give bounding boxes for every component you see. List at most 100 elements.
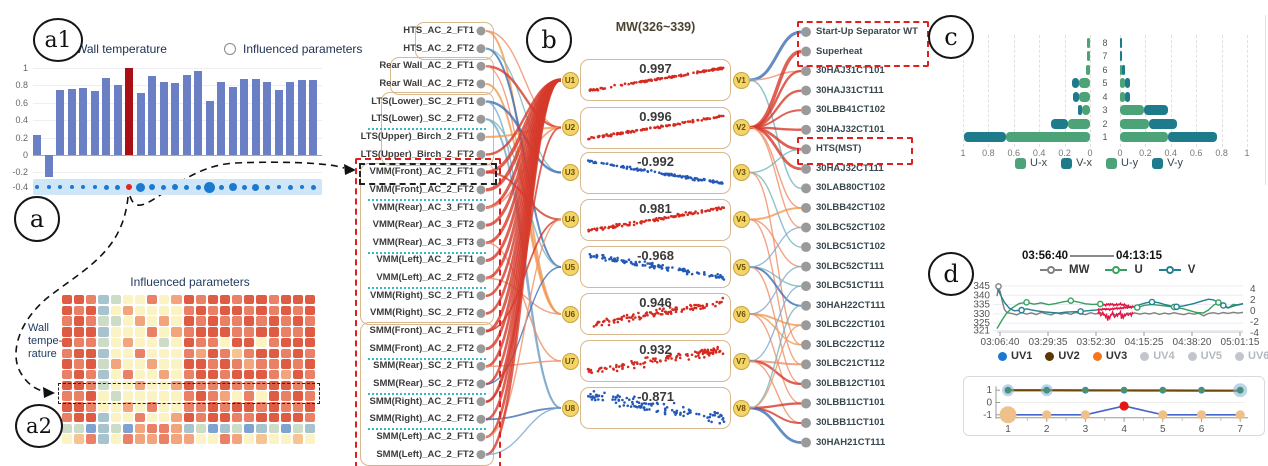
heatmap-cell[interactable] — [183, 348, 194, 358]
heatmap-cell[interactable] — [86, 370, 97, 380]
sensor-list-item[interactable]: VMM(Right)_SC_2_FT1 — [370, 289, 474, 301]
parameter-node[interactable] — [801, 281, 811, 292]
heatmap-cell[interactable] — [232, 370, 243, 380]
heatmap-cell[interactable] — [280, 412, 291, 423]
bar-u-y[interactable] — [1120, 118, 1150, 129]
heatmap-cell[interactable] — [183, 359, 194, 369]
flow-link-left[interactable] — [485, 218, 562, 438]
heatmap-cell[interactable] — [110, 305, 121, 316]
bar[interactable] — [33, 134, 41, 155]
flow-link-left[interactable] — [485, 126, 562, 403]
bar[interactable] — [102, 78, 110, 155]
bar[interactable] — [56, 89, 64, 155]
parameter-node[interactable] — [801, 124, 811, 135]
flow-link-left[interactable] — [485, 78, 562, 421]
heatmap-cell[interactable] — [122, 337, 133, 348]
bar-v-y[interactable] — [1120, 37, 1122, 48]
heatmap-cell[interactable] — [159, 295, 170, 305]
heatmap-cell[interactable] — [159, 423, 170, 434]
heatmap-cell[interactable] — [74, 305, 85, 316]
heatmap-cell[interactable] — [86, 412, 97, 423]
uv-legend-item[interactable]: UV4 — [1140, 350, 1175, 362]
correlation-scatter-box[interactable]: -0.871 — [580, 387, 731, 429]
heatmap-cell[interactable] — [62, 434, 73, 444]
parameter-list-item[interactable]: HTS(MST) — [816, 143, 862, 155]
sensor-list-item[interactable]: SMM(Left)_AC_2_FT2 — [376, 448, 474, 460]
heatmap-cell[interactable] — [159, 327, 170, 337]
sensor-list-item[interactable]: HTS_AC_2_FT2 — [403, 42, 474, 54]
flow-link-left[interactable] — [485, 171, 562, 221]
heatmap-cell[interactable] — [207, 423, 218, 434]
heatmap-cell[interactable] — [232, 412, 243, 423]
uv-legend-item[interactable]: UV1 — [998, 350, 1032, 362]
v-node[interactable]: V2 — [732, 119, 750, 136]
heatmap-cell[interactable] — [74, 380, 85, 391]
flow-link-right[interactable] — [749, 360, 802, 366]
heatmap-cell[interactable] — [268, 337, 279, 348]
heatmap-cell[interactable] — [292, 402, 304, 412]
strip-dot[interactable] — [252, 183, 259, 191]
bar[interactable] — [159, 81, 168, 155]
series-line-MW[interactable] — [996, 286, 1244, 319]
heatmap-cell[interactable] — [244, 295, 255, 305]
bar[interactable] — [240, 79, 248, 155]
heatmap-cell[interactable] — [86, 391, 97, 401]
heatmap-cell[interactable] — [62, 359, 73, 369]
heatmap-cell[interactable] — [134, 305, 146, 316]
heatmap-cell[interactable] — [62, 412, 73, 423]
heatmap-cell[interactable] — [305, 391, 316, 401]
flow-link-left[interactable] — [485, 242, 562, 362]
parameter-list-item[interactable]: 30LBC22CT101 — [816, 319, 886, 331]
flow-link-left[interactable] — [485, 78, 562, 227]
flow-link-right[interactable] — [749, 359, 802, 386]
bar-v-x[interactable] — [1072, 91, 1080, 102]
heatmap-cell[interactable] — [280, 327, 291, 337]
heatmap-cell[interactable] — [134, 423, 146, 434]
parameter-list-item[interactable]: 30HAJ31CT101 — [816, 65, 885, 77]
heatmap-cell[interactable] — [134, 327, 146, 337]
heatmap-cell[interactable] — [122, 434, 133, 444]
heatmap-cell[interactable] — [171, 370, 182, 380]
sensor-list-item[interactable]: VMM(Front)_AC_2_FT1 — [369, 166, 474, 178]
parameter-list-item[interactable]: 30LBB11CT101 — [816, 397, 885, 409]
flow-link-left[interactable] — [485, 78, 562, 386]
strip-dot[interactable] — [172, 184, 178, 190]
flow-link-right[interactable] — [749, 70, 802, 81]
bar[interactable] — [297, 80, 306, 155]
flow-link-right[interactable] — [749, 79, 802, 190]
sensor-list-item[interactable]: VMM(Left)_AC_2_FT2 — [376, 272, 474, 284]
heatmap-cell[interactable] — [305, 370, 316, 380]
heatmap-cell[interactable] — [74, 337, 85, 348]
flow-link-left[interactable] — [485, 78, 562, 439]
heatmap-cell[interactable] — [62, 337, 73, 348]
heatmap-cell[interactable] — [62, 316, 73, 326]
sensor-list-item[interactable]: VMM(Rear)_AC_3_FT3 — [372, 236, 474, 248]
flow-link-right[interactable] — [749, 206, 802, 221]
strip-dot[interactable] — [103, 184, 109, 190]
mini-bottom-dot[interactable] — [1158, 410, 1168, 420]
v-node[interactable]: V6 — [732, 305, 750, 323]
flow-link-right[interactable] — [749, 313, 802, 405]
heatmap-cell[interactable] — [183, 316, 194, 326]
flow-link-right[interactable] — [749, 402, 802, 410]
flow-link-left[interactable] — [485, 277, 562, 315]
flow-link-right[interactable] — [749, 360, 802, 424]
bar[interactable] — [44, 155, 53, 177]
heatmap-cell[interactable] — [62, 402, 73, 412]
heatmap-cell[interactable] — [256, 423, 267, 434]
heatmap-cell[interactable] — [292, 391, 304, 401]
heatmap-cell[interactable] — [86, 359, 97, 369]
heatmap-cell[interactable] — [74, 316, 85, 326]
heatmap-cell[interactable] — [195, 412, 206, 423]
heatmap-cell[interactable] — [268, 327, 279, 337]
mini-top-dot[interactable] — [1004, 386, 1012, 394]
flow-link-left[interactable] — [485, 65, 562, 129]
heatmap-cell[interactable] — [134, 380, 146, 391]
bar[interactable] — [113, 84, 122, 155]
uv-legend-item[interactable]: UV5 — [1187, 350, 1222, 362]
parameter-node[interactable] — [801, 46, 811, 57]
parameter-list-item[interactable]: 30LBB12CT101 — [816, 377, 886, 389]
heatmap-cell[interactable] — [122, 348, 133, 358]
u-node[interactable]: U8 — [561, 399, 579, 417]
heatmap-cell[interactable] — [183, 391, 194, 401]
